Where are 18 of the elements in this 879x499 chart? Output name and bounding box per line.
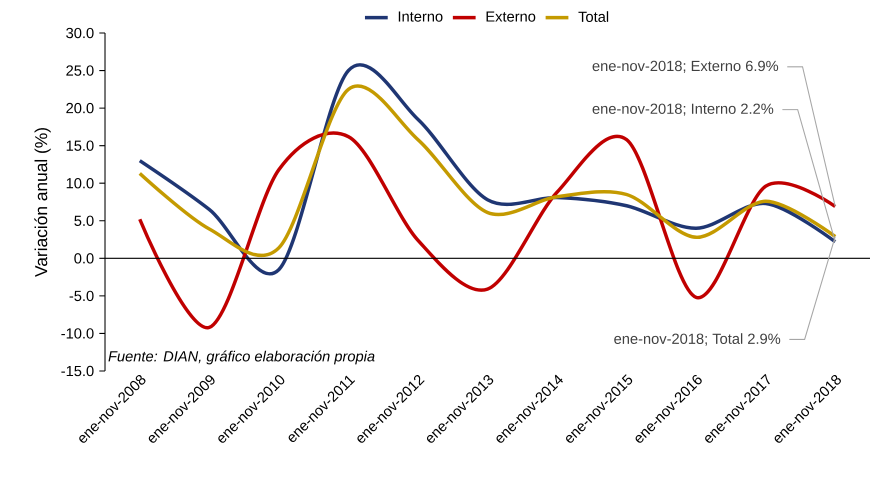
y-tick-label: 20.0 [66, 102, 94, 114]
legend-label: Externo [486, 11, 536, 22]
legend-label: Total [578, 11, 608, 22]
y-tick-label: 10.0 [66, 178, 94, 188]
y-tick-label: -10.0 [61, 328, 94, 339]
y-tick-label: 30.0 [66, 28, 94, 38]
y-tick-label: -5.0 [70, 290, 94, 302]
annotation: ene-nov-2018; Interno 2.2% [592, 104, 774, 116]
legend-label: Interno [398, 11, 442, 22]
annotation: ene-nov-2018; Total 2.9% [614, 333, 780, 346]
y-tick-label: 15.0 [66, 140, 94, 151]
y-axis-title: Variación anual (%) [34, 128, 51, 277]
annotation: Fuente: DIAN, gráfico elaboración propia [108, 350, 375, 364]
y-tick-label: -15.0 [61, 366, 94, 376]
y-tick-label: 0.0 [74, 253, 94, 264]
y-tick-label: 5.0 [74, 216, 94, 226]
y-tick-label: 25.0 [66, 65, 94, 76]
annotation: ene-nov-2018; Externo 6.9% [592, 60, 778, 73]
